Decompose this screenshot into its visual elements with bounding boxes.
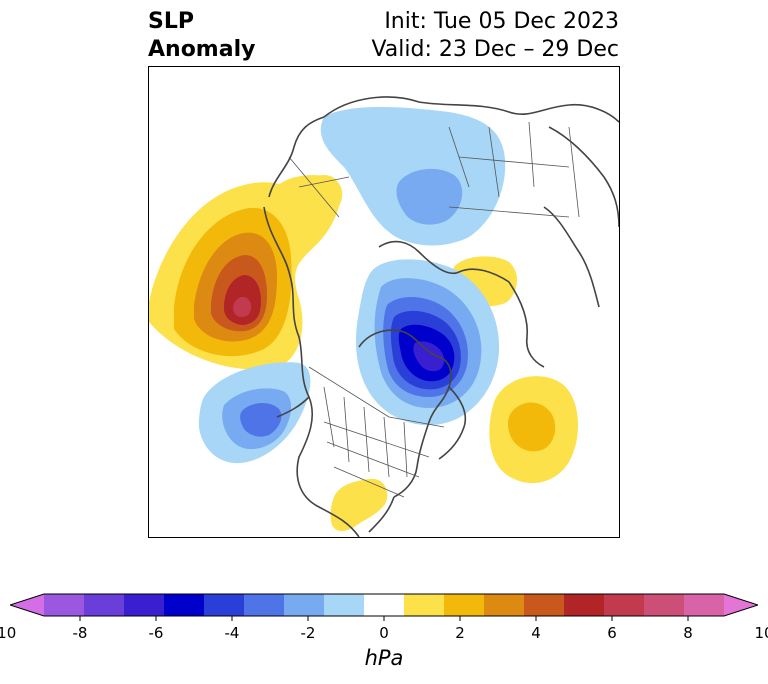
valid-range: Valid: 23 Dec – 29 Dec	[371, 37, 619, 62]
colorbar-segment	[44, 594, 85, 616]
colorbar-segment	[564, 594, 605, 616]
colorbar-segment	[324, 594, 365, 616]
tick-label: 10	[754, 624, 768, 642]
tick-label: -4	[224, 624, 240, 642]
anomaly-canadian-arctic-low	[356, 259, 500, 426]
title-line-1: SLP	[148, 9, 194, 34]
colorbar-segment	[364, 594, 405, 616]
tick-label: -6	[148, 624, 164, 642]
colorbar-segment	[164, 594, 205, 616]
colorbar-outline	[10, 593, 758, 617]
colorbar-segment	[124, 594, 165, 616]
colorbar-segment	[244, 594, 285, 616]
colorbar-segment	[204, 594, 245, 616]
tick-label: 6	[607, 624, 617, 642]
tick-label: 0	[379, 624, 389, 642]
init-date: Init: Tue 05 Dec 2023	[384, 9, 619, 34]
anomaly-ne-pacific-high	[149, 175, 341, 370]
colorbar-extend-max	[724, 594, 758, 616]
colorbar-segment	[604, 594, 645, 616]
colorbar-segment	[444, 594, 485, 616]
colorbar-segment	[284, 594, 325, 616]
colorbar-segment	[644, 594, 685, 616]
date-info: Init: Tue 05 Dec 2023 Valid: 23 Dec – 29…	[371, 8, 619, 64]
tick-label: 2	[455, 624, 465, 642]
borders	[288, 121, 580, 498]
title-line-2: Anomaly	[148, 37, 256, 62]
coastlines	[263, 96, 619, 537]
colorbar-segment	[524, 594, 565, 616]
anomaly-map	[148, 66, 620, 538]
tick-label: 4	[531, 624, 541, 642]
tick-label: -10	[0, 624, 17, 642]
tick-label: 8	[683, 624, 693, 642]
map-canvas	[149, 96, 619, 537]
anomaly-siberian-low	[320, 107, 506, 246]
colorbar-segment	[84, 594, 125, 616]
anomaly-bering-high	[276, 175, 343, 223]
anomaly-north-atlantic-high	[489, 376, 579, 484]
colorbar-segment	[684, 594, 725, 616]
tick-label: -2	[300, 624, 316, 642]
colorbar-extend-min	[10, 594, 44, 616]
tick-label: -8	[72, 624, 88, 642]
chart-title: SLP Anomaly	[148, 8, 255, 64]
colorbar	[10, 593, 758, 621]
anomaly-mexico-high	[330, 478, 388, 532]
colorbar-units: hPa	[364, 646, 404, 670]
anomaly-central-pacific-low	[198, 362, 311, 464]
colorbar-segment	[404, 594, 445, 616]
colorbar-segment	[484, 594, 525, 616]
